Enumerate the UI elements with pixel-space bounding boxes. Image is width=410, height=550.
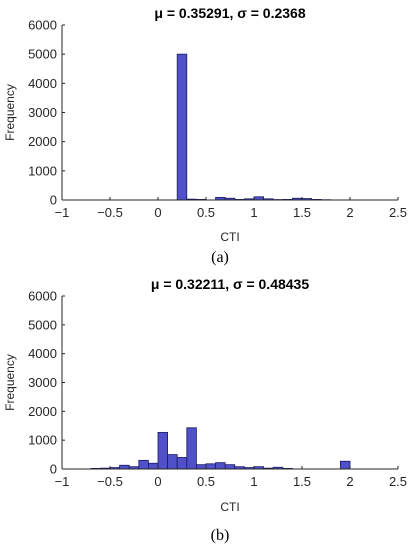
x-tick-label: 1 xyxy=(250,474,257,489)
y-axis-label: Frequency xyxy=(3,354,17,411)
y-tick-label: 5000 xyxy=(28,317,57,332)
y-axis-label: Frequency xyxy=(3,84,17,141)
x-axis-label: CTI xyxy=(220,230,239,244)
histogram-bar xyxy=(205,463,217,470)
y-tick-label: 3000 xyxy=(28,105,57,120)
x-tick-label: 0 xyxy=(154,474,161,489)
x-tick-label: −0.5 xyxy=(97,205,123,220)
histogram-bar xyxy=(195,464,207,470)
x-tick-label: 2 xyxy=(346,474,353,489)
x-tick-label: 1.5 xyxy=(293,205,311,220)
y-tick-label: 0 xyxy=(50,462,57,477)
x-tick-label: −0.5 xyxy=(97,474,123,489)
y-tick-label: 6000 xyxy=(28,18,57,33)
histogram-bar xyxy=(215,462,226,470)
histogram-bar xyxy=(186,427,197,470)
panel-caption: (b) xyxy=(211,527,230,544)
x-tick-label: 1 xyxy=(250,205,257,220)
x-tick-label: 0.5 xyxy=(197,205,215,220)
histogram-bar xyxy=(224,464,236,470)
histogram-bar xyxy=(119,464,130,470)
x-tick-label: −1 xyxy=(55,205,70,220)
y-tick-label: 4000 xyxy=(28,76,57,91)
x-tick-label: 2.5 xyxy=(389,205,407,220)
chart-title: μ = 0.35291, σ = 0.2368 xyxy=(154,5,305,21)
histogram-bar xyxy=(176,457,188,470)
x-tick-label: 2 xyxy=(346,205,353,220)
histogram-bar xyxy=(167,454,178,470)
x-tick-label: 1.5 xyxy=(293,474,311,489)
y-tick-label: 6000 xyxy=(28,289,57,304)
y-tick-label: 3000 xyxy=(28,375,57,390)
histogram-bar xyxy=(339,460,351,470)
panel-caption: (a) xyxy=(211,249,229,266)
x-tick-label: 0.5 xyxy=(197,474,215,489)
y-tick-label: 2000 xyxy=(28,134,57,149)
x-tick-label: 2.5 xyxy=(389,474,407,489)
histogram-bar xyxy=(157,431,169,470)
chart-title: μ = 0.32211, σ = 0.48435 xyxy=(151,276,309,292)
histogram-bar xyxy=(147,462,159,470)
y-tick-label: 2000 xyxy=(28,404,57,419)
y-tick-label: 5000 xyxy=(28,47,57,62)
x-tick-label: 0 xyxy=(154,205,161,220)
histogram-bar xyxy=(176,53,188,201)
y-tick-label: 1000 xyxy=(28,163,57,178)
y-tick-label: 4000 xyxy=(28,346,57,361)
histogram-bar xyxy=(138,459,149,470)
y-tick-label: 1000 xyxy=(28,433,57,448)
y-tick-label: 0 xyxy=(50,193,57,208)
x-tick-label: −1 xyxy=(55,474,70,489)
x-axis-label: CTI xyxy=(220,500,239,514)
histogram-panel-b: −1 −0.5 0 0.5 1 1.5 2 2.5 0 1000 2000 3000 4000 5000 6… xyxy=(3,276,407,544)
histogram-panel-a: −1 −0.5 0 0.5 1 1.5 2 2.5 0 1000 2000 3000 4000 5000 6… xyxy=(3,5,407,266)
